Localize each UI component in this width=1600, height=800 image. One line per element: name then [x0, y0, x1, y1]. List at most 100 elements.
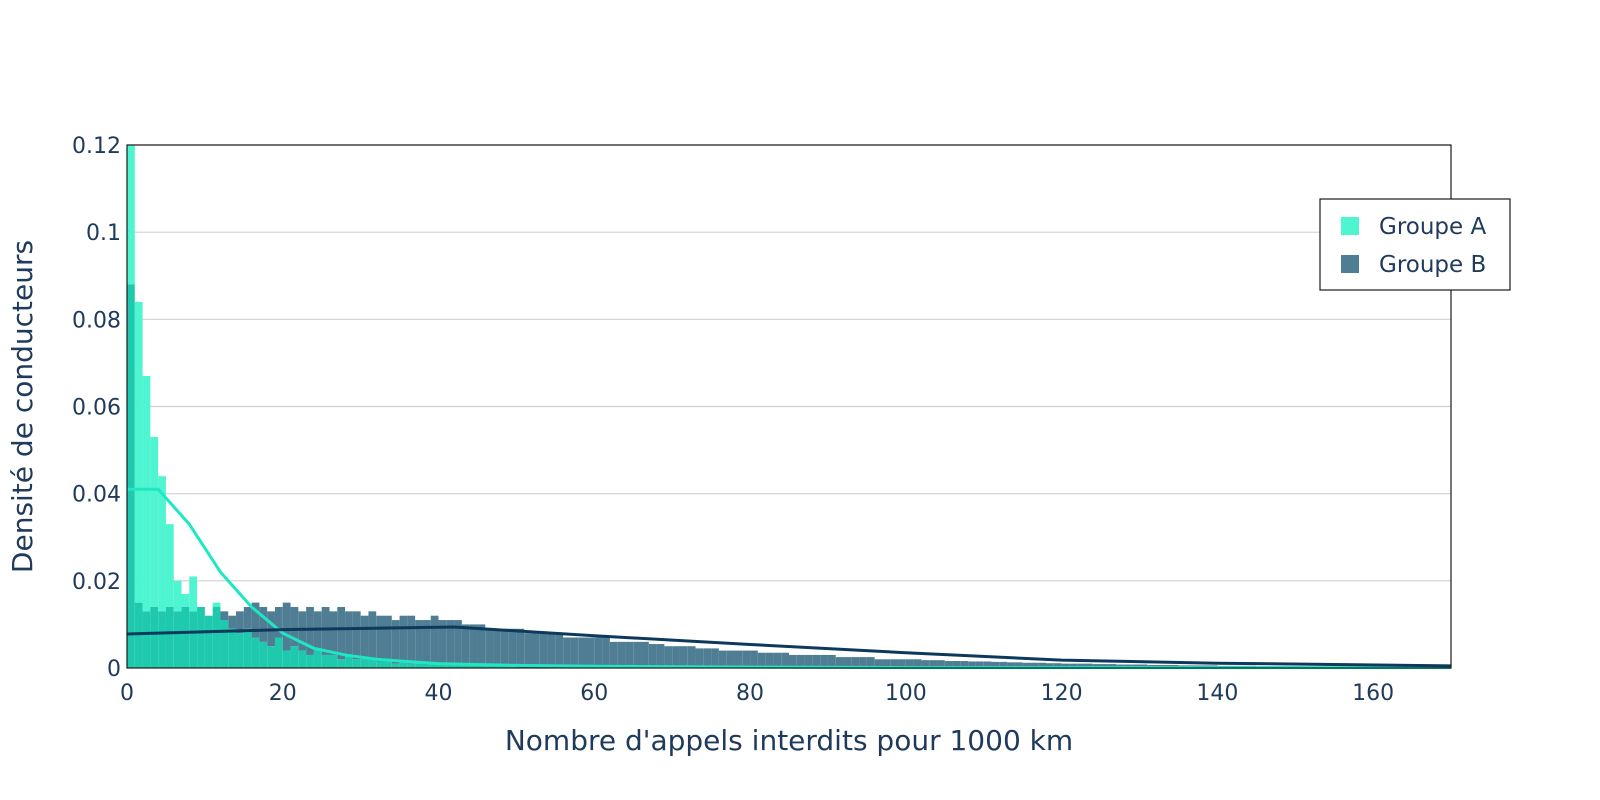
bar-overlap: [267, 646, 275, 668]
bar-groupe-b: [820, 654, 828, 668]
bar-groupe-b: [851, 657, 860, 668]
bar-groupe-b: [789, 654, 797, 668]
bar-groupe-b: [695, 648, 704, 668]
bar-groupe-a: [173, 580, 182, 612]
bar-groupe-b: [376, 615, 385, 662]
bar-groupe-b: [734, 650, 743, 668]
bar-groupe-b: [508, 628, 517, 667]
bar-groupe-b: [516, 628, 525, 668]
bar-groupe-a: [134, 301, 143, 603]
bar-overlap: [150, 606, 159, 668]
bar-overlap: [345, 654, 353, 668]
bar-groupe-b: [898, 659, 906, 668]
bar-overlap: [197, 606, 205, 668]
bar-groupe-b: [975, 661, 984, 668]
bar-groupe-b: [274, 606, 283, 638]
y-tick-label: 0.04: [72, 483, 121, 508]
bar-groupe-b: [1030, 662, 1039, 668]
bar-groupe-b: [422, 620, 431, 665]
bar-groupe-b: [679, 646, 688, 668]
bar-overlap: [173, 611, 182, 668]
legend-label: Groupe B: [1379, 252, 1486, 278]
bar-groupe-b: [531, 633, 540, 668]
bar-groupe-b: [391, 620, 400, 664]
bar-groupe-b: [913, 659, 922, 668]
x-tick-label: 40: [425, 681, 453, 706]
bar-groupe-b: [687, 646, 696, 668]
bar-groupe-b: [563, 637, 571, 668]
bar-groupe-b: [1100, 664, 1109, 668]
bar-overlap: [236, 633, 244, 668]
bar-groupe-b: [469, 624, 478, 666]
x-tick-label: 140: [1196, 681, 1238, 706]
bar-overlap: [422, 664, 431, 668]
bar-overlap: [181, 606, 190, 668]
bar-overlap: [134, 602, 143, 668]
bar-groupe-a: [189, 576, 198, 612]
bar-groupe-b: [859, 657, 867, 668]
bar-overlap: [321, 654, 330, 668]
bar-overlap: [189, 611, 198, 668]
bar-groupe-b: [936, 660, 945, 668]
bar-groupe-b: [641, 641, 649, 668]
legend: Groupe A Groupe B: [1319, 198, 1511, 291]
bar-groupe-b: [866, 657, 875, 668]
bar-overlap: [127, 284, 135, 668]
bar-groupe-b: [337, 606, 346, 660]
bar-groupe-b: [835, 657, 844, 668]
y-tick-label: 0.02: [72, 570, 121, 595]
bar-overlap: [399, 662, 408, 668]
bar-groupe-b: [1014, 662, 1023, 668]
y-tick-label: 0.1: [86, 221, 121, 246]
x-axis-title: Nombre d'appels interdits pour 1000 km: [505, 724, 1073, 757]
bar-groupe-b: [991, 661, 1000, 668]
bar-groupe-b: [874, 659, 883, 668]
bar-groupe-b: [726, 650, 735, 668]
bar-groupe-b: [524, 633, 532, 668]
bar-groupe-b: [921, 660, 930, 668]
bar-overlap: [158, 611, 166, 668]
bar-overlap: [391, 663, 400, 668]
histogram-bars: [127, 145, 1420, 668]
bar-overlap: [228, 628, 237, 668]
bar-overlap: [485, 666, 494, 668]
bar-groupe-b: [438, 620, 447, 665]
bar-overlap: [500, 666, 509, 668]
y-tick-label: 0: [107, 657, 121, 682]
bar-groupe-b: [313, 611, 322, 651]
bar-groupe-b: [415, 620, 423, 664]
bar-overlap: [469, 665, 478, 668]
bar-groupe-a: [181, 593, 190, 607]
bar-groupe-b: [407, 615, 416, 664]
bar-groupe-b: [929, 660, 937, 668]
bar-groupe-b: [905, 659, 914, 668]
bar-overlap: [337, 659, 346, 668]
bar-overlap: [243, 628, 252, 668]
bar-groupe-b: [555, 633, 564, 668]
bar-groupe-b: [594, 637, 603, 668]
bar-groupe-b: [804, 654, 813, 668]
legend-box: [1319, 198, 1511, 291]
bar-overlap: [274, 637, 283, 668]
plot-frame: [126, 144, 1452, 669]
bar-groupe-b: [703, 648, 712, 668]
bar-overlap: [204, 615, 213, 668]
bar-overlap: [407, 663, 416, 668]
bar-groupe-b: [742, 650, 751, 668]
bar-groupe-a: [158, 476, 166, 612]
bar-groupe-b: [781, 652, 789, 668]
bar-groupe-b: [812, 654, 821, 668]
bar-overlap: [446, 665, 455, 668]
bar-overlap: [352, 659, 361, 668]
y-tick-label: 0.12: [72, 134, 121, 159]
bar-overlap: [415, 663, 423, 668]
bar-overlap: [430, 664, 439, 668]
bar-groupe-b: [329, 611, 338, 655]
bar-overlap: [438, 664, 447, 668]
bar-overlap: [329, 654, 338, 668]
bar-groupe-b: [236, 611, 244, 634]
bar-groupe-b: [399, 615, 408, 663]
bar-groupe-b: [485, 628, 494, 667]
bar-overlap: [165, 606, 174, 668]
